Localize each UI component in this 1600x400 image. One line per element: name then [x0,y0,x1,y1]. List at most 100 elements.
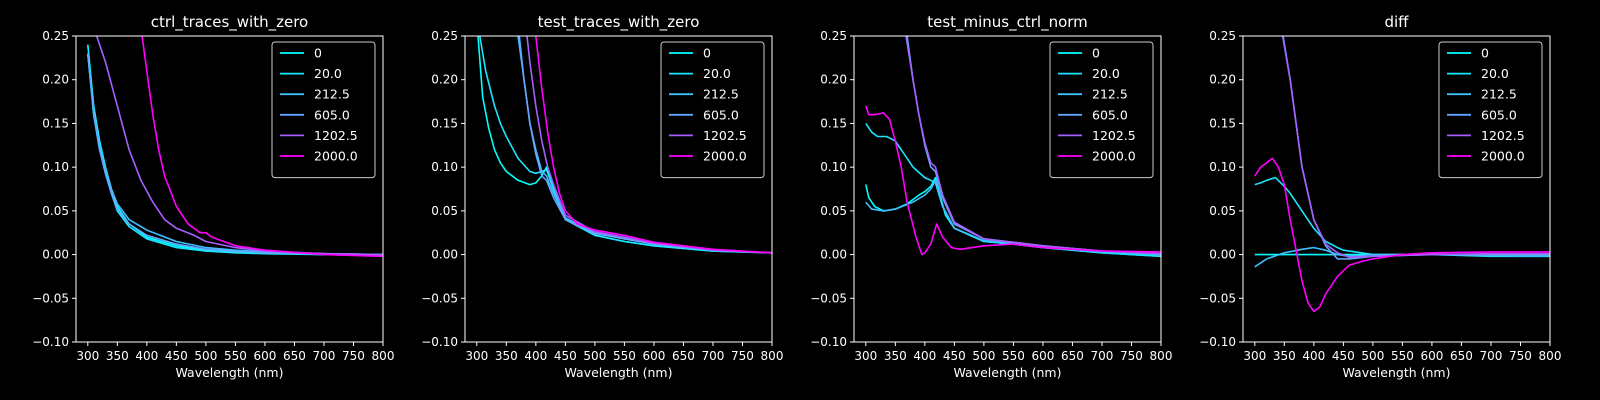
x-tick-label: 400 [1302,349,1325,363]
x-axis-label: Wavelength (nm) [954,365,1062,380]
y-tick-label: −0.10 [1199,335,1236,349]
chart-panel-4: diff 300 350 400 450 500 550 600 650 700 750 800 −0.… [1199,13,1561,380]
series-line-212-5 [865,179,1161,256]
x-tick-label: 750 [731,349,754,363]
y-tick-label: 0.00 [1209,248,1236,262]
x-tick-label: 500 [1361,349,1384,363]
x-tick-label: 650 [672,349,695,363]
x-tick-label: 700 [1480,349,1503,363]
x-tick-label: 400 [913,349,936,363]
chart-title: test_minus_ctrl_norm [927,13,1088,32]
x-tick-label: 300 [465,349,488,363]
series-lines [865,36,1161,258]
legend-label: 2000.0 [1481,149,1525,164]
legend-label: 212.5 [1481,87,1517,102]
x-tick-label: 650 [283,349,306,363]
x-axis-label: Wavelength (nm) [565,365,673,380]
x-tick-label: 550 [1391,349,1414,363]
x-tick-label: 500 [583,349,606,363]
legend: 0 20.0 212.5 605.0 1202.5 2000.0 [660,41,765,179]
legend-label: 0 [1481,46,1489,61]
y-tick-label: 0.15 [1209,116,1236,130]
x-tick-label: 550 [224,349,247,363]
legend-label: 2000.0 [703,149,747,164]
y-tick-label: 0.00 [42,248,69,262]
chart-title: ctrl_traces_with_zero [151,13,308,32]
series-line-2000-0 [535,36,772,254]
x-tick-label: 750 [1120,349,1143,363]
x-tick-label: 750 [342,349,365,363]
legend-label: 2000.0 [314,149,358,164]
legend-label: 2000.0 [1092,149,1136,164]
plot-frame [75,35,384,343]
legend-label: 0 [1092,46,1100,61]
chart-title: test_traces_with_zero [538,13,700,32]
series-lines [477,36,772,254]
y-tick-label: 0.00 [820,248,847,262]
series-line-1202-5 [95,36,383,256]
legend-label: 20.0 [1481,66,1509,81]
legend-label: 605.0 [1481,107,1517,122]
series-line-1202-5 [526,36,772,254]
x-tick-label: 350 [1273,349,1296,363]
y-tick-label: 0.15 [431,116,458,130]
plot-frame [464,35,773,343]
legend: 0 20.0 212.5 605.0 1202.5 2000.0 [1438,41,1543,179]
y-tick-label: −0.10 [810,335,847,349]
series-line-2000-0 [141,36,383,258]
x-tick-label: 600 [253,349,276,363]
chart-panel-3: test_minus_ctrl_norm 300 350 400 450 500 550 60… [810,13,1172,380]
y-tick-label: 0.05 [42,204,69,218]
x-tick-label: 600 [642,349,665,363]
y-tick-label: 0.10 [431,160,458,174]
x-tick-label: 550 [613,349,636,363]
y-tick-label: −0.05 [421,291,458,305]
y-tick-label: 0.15 [820,116,847,130]
x-tick-label: 800 [1539,349,1562,363]
x-tick-label: 650 [1061,349,1084,363]
y-tick-label: −0.05 [810,291,847,305]
legend-label: 1202.5 [314,128,358,143]
x-tick-label: 600 [1420,349,1443,363]
x-tick-label: 800 [1150,349,1173,363]
x-tick-label: 450 [943,349,966,363]
legend-label: 20.0 [1092,66,1120,81]
legend-box [1049,41,1154,179]
x-tick-label: 800 [372,349,395,363]
y-tick-label: 0.05 [431,204,458,218]
series-lines [1254,36,1550,313]
series-line-605-0 [87,53,383,256]
x-tick-label: 550 [1002,349,1025,363]
legend-label: 212.5 [314,87,350,102]
y-tick-label: 0.10 [42,160,69,174]
series-line-1202-5 [1281,36,1550,258]
y-tick-label: 0.20 [431,73,458,87]
y-tick-label: 0.25 [820,29,847,43]
chart-panel-1: ctrl_traces_with_zero 300 350 400 450 500 550 6… [32,13,394,380]
x-tick-label: 450 [165,349,188,363]
x-tick-label: 600 [1031,349,1054,363]
chart-title: diff [1384,13,1409,31]
legend-label: 0 [703,46,711,61]
x-tick-label: 350 [106,349,129,363]
x-tick-label: 400 [135,349,158,363]
x-tick-label: 300 [1243,349,1266,363]
x-tick-label: 300 [854,349,877,363]
legend-label: 20.0 [703,66,731,81]
legend-label: 1202.5 [1481,128,1525,143]
y-tick-label: −0.10 [32,335,69,349]
y-tick-label: 0.05 [820,204,847,218]
legend-box [660,41,765,179]
x-tick-label: 350 [495,349,518,363]
legend-label: 605.0 [1092,107,1128,122]
legend-label: 605.0 [314,107,350,122]
series-line-1202-5 [905,36,1161,255]
legend-box [271,41,376,179]
y-tick-label: 0.25 [42,29,69,43]
plot-frame [853,35,1162,343]
x-tick-label: 500 [194,349,217,363]
legend: 0 20.0 212.5 605.0 1202.5 2000.0 [271,41,376,179]
x-tick-label: 300 [76,349,99,363]
